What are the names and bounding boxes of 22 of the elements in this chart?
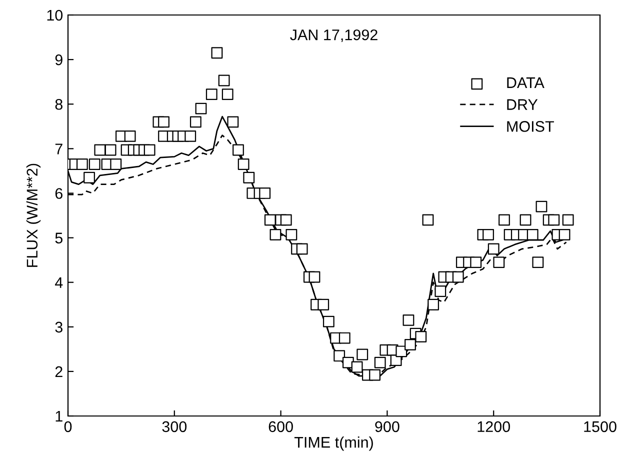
- y-tick-label: 5: [55, 232, 62, 244]
- y-tick-label: 2: [55, 366, 62, 377]
- legend-label: MOIST: [507, 121, 554, 132]
- x-tick-label: 900: [375, 421, 400, 432]
- x-tick-label: 600: [268, 421, 293, 432]
- y-tick-label: 7: [55, 144, 62, 154]
- y-tick-label: 10: [47, 10, 63, 21]
- x-tick-label: 1200: [478, 421, 510, 432]
- legend-label: DRY: [507, 99, 538, 110]
- y-tick-label: 9: [55, 54, 62, 66]
- y-tick-label: 1: [56, 411, 62, 422]
- y-tick-label: 8: [55, 98, 62, 110]
- x-tick-label: 300: [162, 421, 187, 432]
- y-axis-title: FLUX (W/M**2): [26, 164, 41, 267]
- text: JAN 17,1992: [290, 29, 378, 42]
- y-tick-label: 3: [55, 322, 62, 333]
- y-tick-label: 4: [54, 277, 63, 288]
- x-tick-label: 0: [64, 421, 72, 432]
- y-tick-label: 6: [55, 188, 62, 199]
- legend-label: DATA: [507, 77, 544, 88]
- x-tick-label: 1500: [584, 421, 616, 432]
- x-axis-title: TIME t(min): [294, 436, 373, 451]
